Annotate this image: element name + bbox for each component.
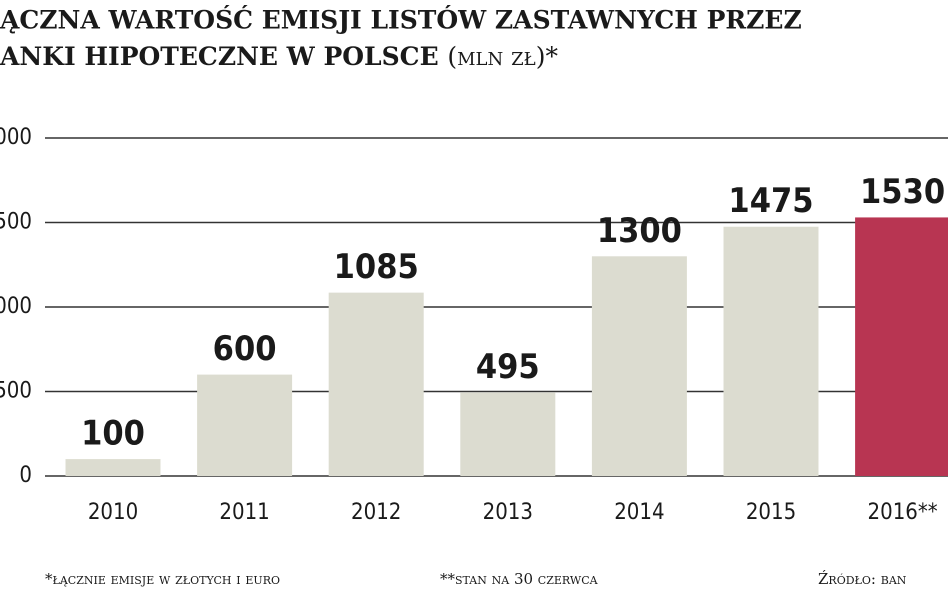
footnote: *łącznie emisje w złotych i euro <box>45 570 280 588</box>
x-tick-label: 2011 <box>219 500 269 525</box>
value-label: 1300 <box>597 211 682 251</box>
bar <box>328 292 424 476</box>
y-tick-label: 1000 <box>0 294 32 319</box>
y-tick-label: 500 <box>0 379 32 404</box>
bar <box>723 226 819 476</box>
value-label: 495 <box>476 347 540 387</box>
x-tick-label: 2010 <box>88 500 138 525</box>
bar <box>591 256 687 476</box>
source: Źródło: ban <box>818 570 907 588</box>
y-tick-label: 0 <box>19 463 32 488</box>
chart-title: ANKI HIPOTECZNE W POLSCE (mln zł)* <box>0 42 558 71</box>
chart-unit: (mln zł)* <box>447 42 558 71</box>
footnote: **stan na 30 czerwca <box>440 570 599 588</box>
value-label: 1530 <box>860 172 945 212</box>
y-tick-label: 1500 <box>0 210 32 235</box>
bar <box>65 459 161 476</box>
value-label: 600 <box>213 329 277 369</box>
chart-title: ĄCZNA WARTOŚĆ EMISJI LISTÓW ZASTAWNYCH P… <box>0 6 802 35</box>
x-tick-label: 2013 <box>483 500 533 525</box>
x-tick-label: 2014 <box>614 500 664 525</box>
bar <box>855 217 948 476</box>
value-label: 1475 <box>728 181 813 221</box>
y-tick-label: 2000 <box>0 125 32 150</box>
bar <box>460 392 556 476</box>
x-tick-label: 2016** <box>868 500 938 525</box>
value-label: 1085 <box>334 247 419 287</box>
bar <box>197 374 293 476</box>
x-tick-label: 2012 <box>351 500 401 525</box>
chart-title-line: ANKI HIPOTECZNE W POLSCE <box>0 42 439 71</box>
value-label: 100 <box>81 414 145 454</box>
x-tick-label: 2015 <box>746 500 796 525</box>
